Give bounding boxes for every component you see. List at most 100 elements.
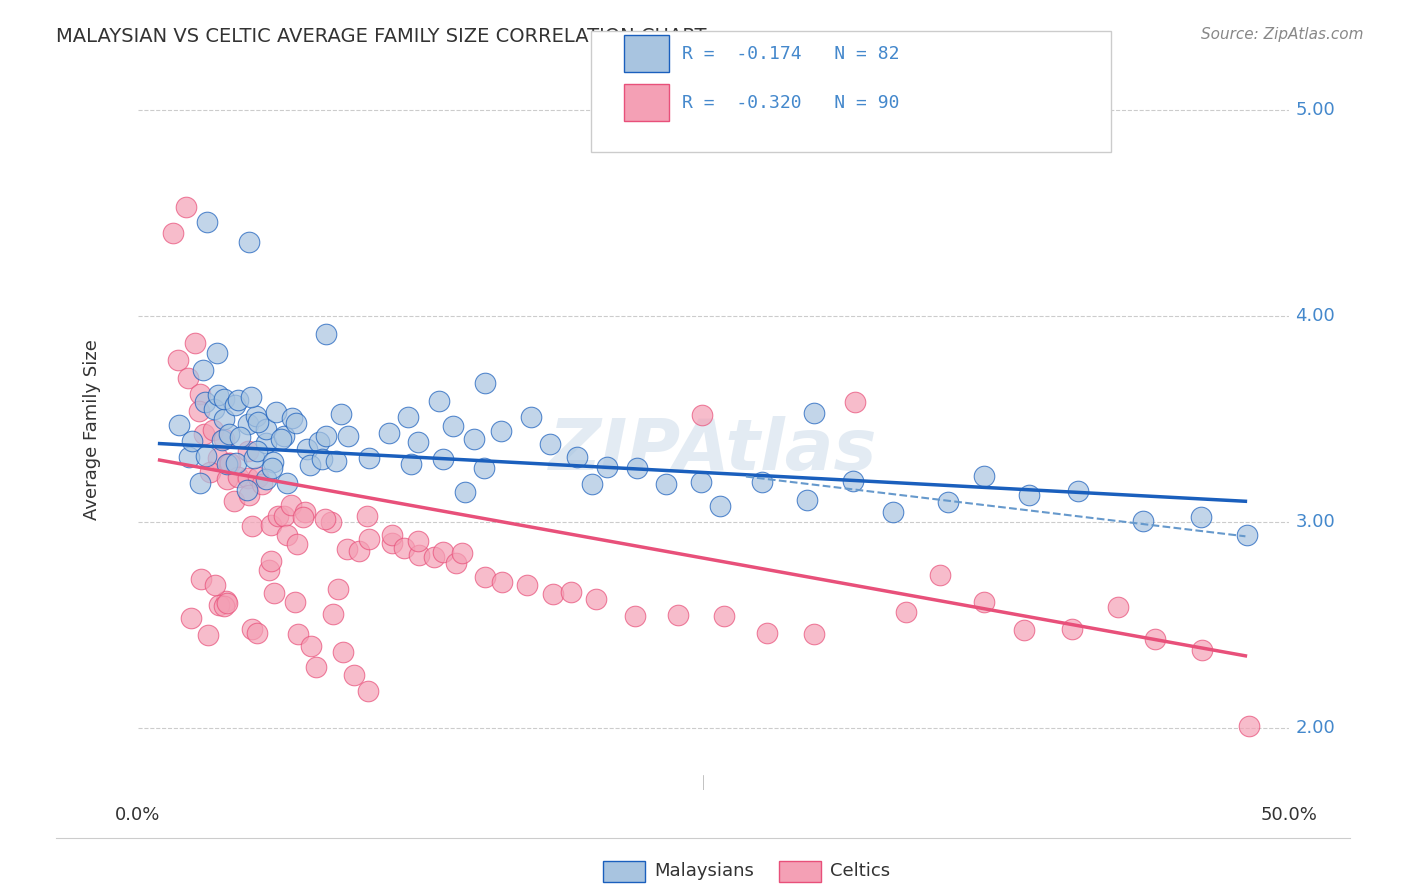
Point <box>202 402 225 417</box>
Point <box>212 392 235 406</box>
Point <box>284 416 307 430</box>
Point <box>229 430 252 444</box>
Point <box>322 607 344 621</box>
Point <box>167 352 190 367</box>
Point <box>1060 622 1083 636</box>
Point <box>246 470 269 484</box>
Point <box>567 450 589 464</box>
Point <box>273 509 295 524</box>
Point <box>176 370 198 384</box>
Point <box>217 472 239 486</box>
Point <box>381 535 404 549</box>
Point <box>218 456 240 470</box>
Text: ZIPAtlas: ZIPAtlas <box>550 417 877 485</box>
Point <box>267 508 290 523</box>
Text: R =  -0.174   N = 82: R = -0.174 N = 82 <box>682 45 900 62</box>
Point <box>392 541 415 556</box>
Text: Average Family Size: Average Family Size <box>83 339 101 519</box>
Point <box>329 407 352 421</box>
Point <box>177 450 200 465</box>
Point <box>844 395 866 409</box>
Point <box>242 450 264 465</box>
Point <box>247 415 270 429</box>
Point <box>450 546 472 560</box>
Point <box>973 469 995 483</box>
Point <box>212 599 235 613</box>
Point <box>399 457 422 471</box>
Point <box>315 326 337 341</box>
Point <box>474 570 496 584</box>
Point <box>238 488 260 502</box>
Point <box>357 450 380 465</box>
Point <box>299 458 322 473</box>
Point <box>446 556 468 570</box>
Text: Celtics: Celtics <box>830 863 890 880</box>
Point <box>195 449 218 463</box>
Point <box>381 527 404 541</box>
Point <box>463 432 485 446</box>
Point <box>284 595 307 609</box>
Text: Malaysians: Malaysians <box>654 863 754 880</box>
Point <box>325 453 347 467</box>
Point <box>709 500 731 514</box>
Point <box>936 495 959 509</box>
Point <box>713 609 735 624</box>
Point <box>207 450 229 465</box>
Point <box>1236 528 1258 542</box>
Point <box>226 393 249 408</box>
Point <box>218 456 240 470</box>
Point <box>204 578 226 592</box>
Point <box>260 554 283 568</box>
Point <box>347 543 370 558</box>
Point <box>596 460 619 475</box>
Point <box>295 442 318 457</box>
Point <box>326 582 349 597</box>
Point <box>181 434 204 448</box>
Point <box>423 549 446 564</box>
Point <box>560 585 582 599</box>
Point <box>280 498 302 512</box>
Point <box>162 226 184 240</box>
Point <box>882 505 904 519</box>
Point <box>803 627 825 641</box>
Point <box>262 455 284 469</box>
Point <box>211 433 233 447</box>
Point <box>305 660 328 674</box>
Point <box>236 417 259 432</box>
Point <box>516 578 538 592</box>
Point <box>224 398 246 412</box>
Point <box>194 395 217 409</box>
Point <box>755 625 778 640</box>
Point <box>228 469 250 483</box>
Point <box>270 433 292 447</box>
Point <box>472 461 495 475</box>
Point <box>225 456 247 470</box>
Point <box>174 200 197 214</box>
Point <box>432 545 454 559</box>
Point <box>1237 719 1260 733</box>
Point <box>169 417 191 432</box>
Point <box>1132 514 1154 528</box>
Point <box>212 412 235 426</box>
Point <box>215 593 238 607</box>
Point <box>238 235 260 250</box>
Point <box>336 542 359 557</box>
Point <box>188 387 211 401</box>
Point <box>197 628 219 642</box>
Point <box>314 512 336 526</box>
Point <box>193 427 215 442</box>
Text: 0.0%: 0.0% <box>115 806 160 824</box>
Point <box>183 335 205 350</box>
Point <box>406 434 429 449</box>
Point <box>973 595 995 609</box>
Point <box>281 410 304 425</box>
Point <box>191 362 214 376</box>
Point <box>357 683 380 698</box>
Point <box>254 436 277 450</box>
Point <box>359 533 381 547</box>
Text: R =  -0.320   N = 90: R = -0.320 N = 90 <box>682 94 900 112</box>
Point <box>655 476 678 491</box>
Point <box>1067 483 1090 498</box>
Text: 4.00: 4.00 <box>1295 307 1336 325</box>
Point <box>332 645 354 659</box>
